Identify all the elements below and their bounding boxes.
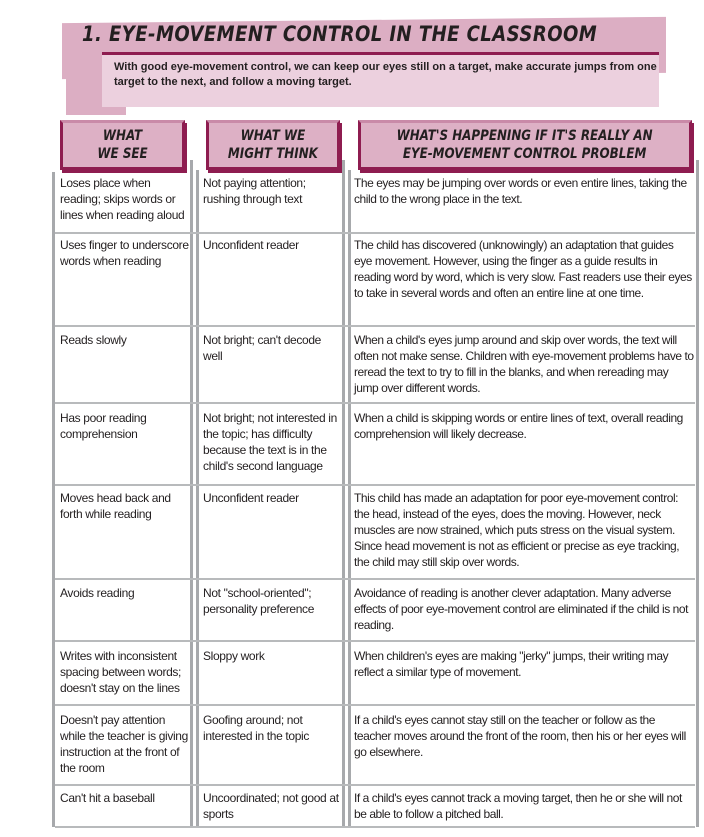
table-cell-happening: If a child's eyes cannot stay still on t… [354, 713, 686, 759]
column-header-what-we-might-think: WHAT WE MIGHT THINK [206, 120, 340, 170]
row-divider [55, 704, 695, 706]
table-cell-see: Writes with inconsistent spacing between… [60, 649, 182, 695]
table-cell-see: Avoids reading [60, 586, 135, 600]
header-line: EYE-MOVEMENT CONTROL PROBLEM [403, 146, 647, 162]
table-cell-happening: When a child's eyes jump around and skip… [354, 333, 694, 395]
table-cell-think: Sloppy work [203, 649, 265, 663]
row-divider [55, 640, 695, 642]
table-cell-happening: The child has discovered (unknowingly) a… [354, 238, 692, 300]
table-cell-think: Not "school-oriented"; personality prefe… [203, 586, 315, 616]
row-divider [55, 232, 695, 234]
column-header-what-we-see: WHAT WE SEE [60, 120, 185, 170]
table-cell-think: Unconfident reader [203, 238, 299, 252]
table-cell-see: Moves head back and forth while reading [60, 491, 171, 521]
table-cell-see: Doesn't pay attention while the teacher … [60, 713, 188, 775]
table-cell-happening: When a child is skipping words or entire… [354, 411, 683, 441]
table-cell-see: Loses place when reading; skips words or… [60, 176, 185, 222]
header-line: WHAT'S HAPPENING IF IT'S REALLY AN [397, 128, 653, 144]
column-divider [190, 160, 193, 827]
row-divider [55, 578, 695, 580]
row-divider [55, 402, 695, 404]
table-cell-happening: When children's eyes are making "jerky" … [354, 649, 669, 679]
page-title: 1. EYE-MOVEMENT CONTROL IN THE CLASSROOM [82, 22, 598, 46]
intro-text: With good eye-movement control, we can k… [114, 61, 657, 88]
table-border-left [52, 172, 55, 827]
row-divider [55, 784, 695, 786]
header-line: MIGHT THINK [228, 146, 318, 162]
table-cell-see: Reads slowly [60, 333, 127, 347]
header-line: WHAT [102, 128, 143, 144]
table-border-right [696, 160, 699, 827]
table-cell-think: Not bright; not interested in the topic;… [203, 411, 337, 473]
table-cell-see: Can't hit a baseball [60, 791, 155, 805]
column-divider [342, 160, 345, 827]
table-cell-think: Unconfident reader [203, 491, 299, 505]
table-cell-see: Uses finger to underscore words when rea… [60, 238, 189, 268]
row-divider [55, 484, 695, 486]
intro-box [102, 52, 659, 107]
table-cell-think: Not bright; can't decode well [203, 333, 321, 363]
row-divider [55, 826, 695, 828]
column-divider [196, 170, 199, 827]
table-cell-think: Not paying attention; rushing through te… [203, 176, 306, 206]
table-cell-happening: If a child's eyes cannot track a moving … [354, 791, 682, 821]
column-divider [348, 170, 351, 827]
table-cell-see: Has poor reading comprehension [60, 411, 147, 441]
header-line: WE SEE [97, 146, 148, 162]
table-cell-happening: The eyes may be jumping over words or ev… [354, 176, 687, 206]
table-cell-think: Goofing around; not interested in the to… [203, 713, 310, 743]
table-cell-think: Uncoordinated; not good at sports [203, 791, 339, 821]
column-header-whats-happening: WHAT'S HAPPENING IF IT'S REALLY AN EYE-MO… [358, 120, 692, 170]
header-line: WHAT WE [240, 128, 306, 144]
table-cell-happening: Avoidance of reading is another clever a… [354, 586, 689, 632]
row-divider [55, 325, 695, 327]
table-cell-happening: This child has made an adaptation for po… [354, 491, 680, 569]
